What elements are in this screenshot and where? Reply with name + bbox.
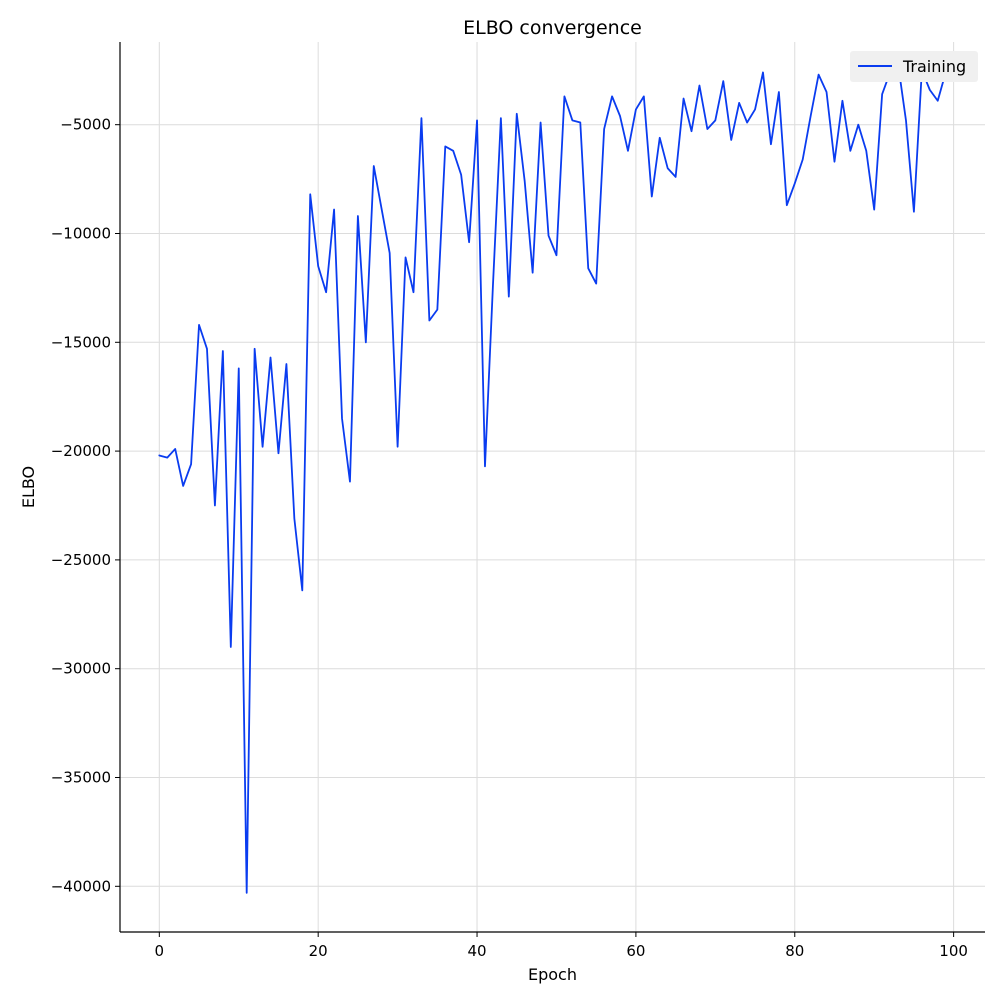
y-axis-title: ELBO xyxy=(19,466,38,508)
y-tick-label: −35000 xyxy=(51,769,111,787)
y-tick-label: −5000 xyxy=(60,116,111,134)
y-tick-label: −40000 xyxy=(51,877,111,895)
legend: Training xyxy=(850,51,978,82)
grid xyxy=(120,42,985,932)
y-tick-label: −15000 xyxy=(51,333,111,351)
x-axis-title: Epoch xyxy=(528,965,577,984)
legend-box xyxy=(850,51,978,82)
y-tick-label: −10000 xyxy=(51,224,111,242)
x-tick-label: 100 xyxy=(939,942,968,960)
axes xyxy=(119,42,985,933)
y-tick-label: −30000 xyxy=(51,660,111,678)
chart-title: ELBO convergence xyxy=(463,17,642,39)
series-lines xyxy=(158,62,947,894)
y-tick-label: −20000 xyxy=(51,442,111,460)
legend-label: Training xyxy=(902,57,966,76)
series-line-training xyxy=(158,62,947,894)
x-tick-label: 80 xyxy=(785,942,804,960)
y-tick-label: −25000 xyxy=(51,551,111,569)
ticks: 0 20 40 60 80 100 −40000 −35000 −30000 −25000 −200… xyxy=(51,116,968,960)
x-tick-label: 60 xyxy=(626,942,645,960)
x-tick-label: 20 xyxy=(309,942,328,960)
x-tick-label: 40 xyxy=(467,942,486,960)
x-tick-label: 0 xyxy=(155,942,165,960)
